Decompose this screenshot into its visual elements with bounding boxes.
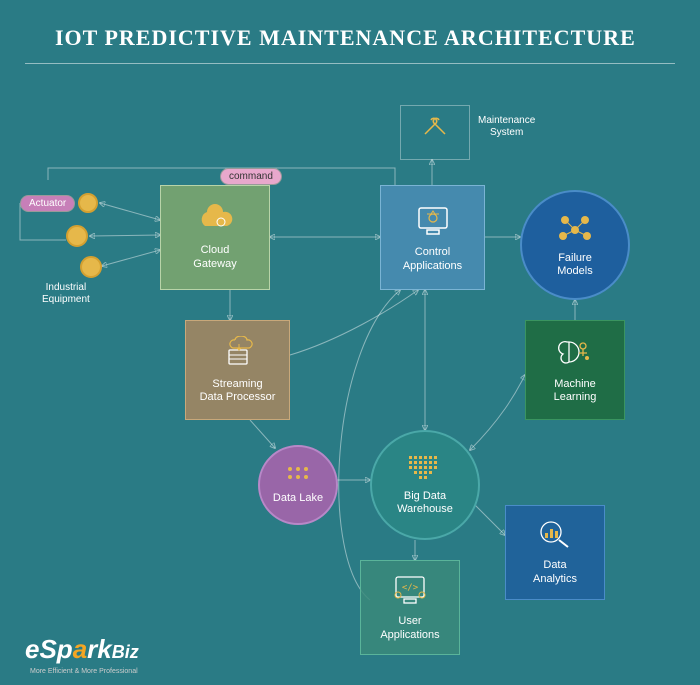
cloud-gateway-node: Cloud Gateway xyxy=(160,185,270,290)
streaming-data-processor-node: Streaming Data Processor xyxy=(185,320,290,420)
grid-icon xyxy=(407,454,443,486)
actuator-pill: Actuator xyxy=(20,195,75,212)
cloud-gateway-label: Cloud Gateway xyxy=(193,244,236,270)
equipment-dot xyxy=(80,256,102,278)
cloud-icon xyxy=(193,204,237,238)
control-applications-node: Control Applications xyxy=(380,185,485,290)
dots-icon xyxy=(284,465,312,487)
equipment-dot xyxy=(78,193,98,213)
server-icon xyxy=(219,336,257,372)
streaming-data-processor-label: Streaming Data Processor xyxy=(200,378,276,404)
data-analytics-node: Data Analytics xyxy=(505,505,605,600)
equipment-label: IndustrialEquipment xyxy=(42,282,90,306)
failure-models-node: Failure Models xyxy=(520,190,630,300)
svg-text:</>: </> xyxy=(402,583,419,593)
machine-learning-node: Machine Learning xyxy=(525,320,625,420)
logo: eSparkBiz xyxy=(25,634,139,665)
user-applications-node: </> User Applications xyxy=(360,560,460,655)
monitor-gear-icon xyxy=(413,202,453,240)
failure-models-label: Failure Models xyxy=(557,252,592,278)
command-pill: command xyxy=(220,168,282,185)
big-data-warehouse-label: Big Data Warehouse xyxy=(397,490,453,516)
wrench-icon xyxy=(421,116,449,142)
data-lake-label: Data Lake xyxy=(273,492,323,505)
page-title: IOT PREDICTIVE MAINTENANCE ARCHITECTURE xyxy=(25,0,675,64)
brain-icon xyxy=(555,336,595,372)
data-analytics-label: Data Analytics xyxy=(533,559,577,585)
chart-icon xyxy=(536,519,574,553)
user-applications-label: User Applications xyxy=(380,615,439,641)
equipment-dot xyxy=(66,225,88,247)
maintenance-system-node xyxy=(400,105,470,160)
maintenance-system-label: MaintenanceSystem xyxy=(478,115,535,139)
logo-tagline: More Efficient & More Professional xyxy=(30,668,138,675)
control-applications-label: Control Applications xyxy=(403,246,462,272)
big-data-warehouse-node: Big Data Warehouse xyxy=(370,430,480,540)
nodes-icon xyxy=(555,212,595,248)
data-lake-node: Data Lake xyxy=(258,445,338,525)
monitor-code-icon: </> xyxy=(390,573,430,609)
machine-learning-label: Machine Learning xyxy=(554,378,597,404)
